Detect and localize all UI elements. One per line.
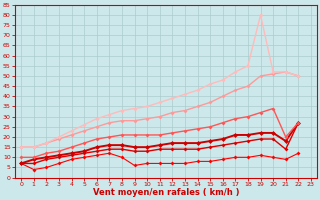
X-axis label: Vent moyen/en rafales ( km/h ): Vent moyen/en rafales ( km/h ): [93, 188, 239, 197]
